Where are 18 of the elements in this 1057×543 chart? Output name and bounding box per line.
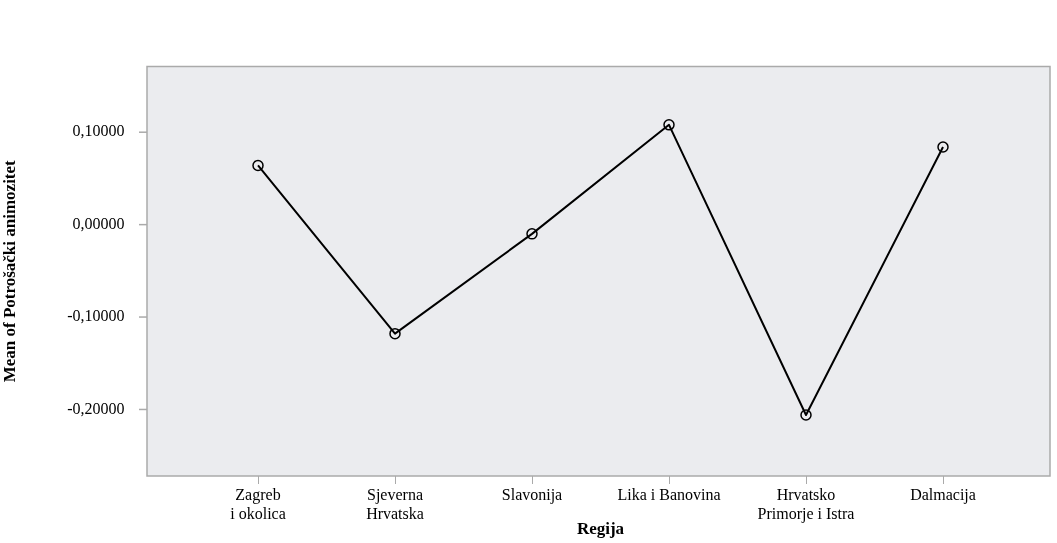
x-tick-label: Zagreb i okolica (230, 485, 286, 522)
y-tick-label: 0,00000 (72, 214, 125, 232)
y-tick-label: 0,10000 (72, 122, 125, 140)
point (526, 228, 538, 240)
point (663, 119, 675, 131)
point (937, 141, 949, 153)
y-tick-label: -0,10000 (67, 307, 125, 325)
x-tick-label: Slavonija (501, 485, 563, 504)
point (389, 327, 401, 340)
x-axis-title: Regija (576, 519, 625, 539)
point (252, 159, 264, 172)
x-tick-label: Lika i Banovina (617, 485, 721, 503)
y-axis-title: Mean of Potrošački animozitet (0, 159, 19, 383)
point (800, 409, 812, 421)
x-tick-label: Sjeverna Hrvatska (366, 485, 424, 522)
x-tick-label: Hrvatsko Primorje i Istra (757, 485, 855, 523)
y-tick-label: -0,20000 (67, 399, 125, 417)
x-tick-label: Dalmacija (910, 485, 976, 504)
